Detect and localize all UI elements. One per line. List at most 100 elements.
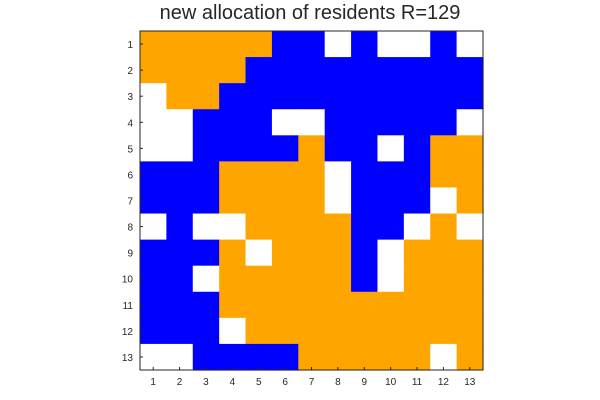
heatmap-cell-r8-c13 xyxy=(456,213,484,241)
heatmap-cell-r7-c1 xyxy=(140,187,167,215)
heatmap-cell-r13-c5 xyxy=(245,343,273,371)
heatmap-cell-r7-c11 xyxy=(403,187,431,215)
heatmap-cell-r6-c12 xyxy=(430,161,458,189)
heatmap-cell-r10-c10 xyxy=(377,265,405,293)
heatmap-cell-r5-c13 xyxy=(456,135,484,162)
heatmap-cell-r8-c1 xyxy=(140,213,167,241)
heatmap-cell-r12-c11 xyxy=(403,317,431,345)
heatmap-cell-r9-c5 xyxy=(245,239,273,267)
heatmap-cell-r7-c9 xyxy=(351,187,379,215)
heatmap-cell-r10-c13 xyxy=(456,265,484,293)
heatmap-cell-r9-c8 xyxy=(324,239,352,267)
heatmap-cell-r12-c9 xyxy=(351,317,379,345)
heatmap-cell-r9-c4 xyxy=(219,239,247,267)
heatmap-cell-r3-c8 xyxy=(324,83,352,110)
heatmap-cell-r11-c6 xyxy=(271,291,299,319)
heatmap-cell-r10-c12 xyxy=(430,265,458,293)
heatmap-cell-r10-c8 xyxy=(324,265,352,293)
heatmap-cell-r6-c2 xyxy=(166,161,194,189)
heatmap-cell-r11-c5 xyxy=(245,291,273,319)
heatmap-cell-r5-c12 xyxy=(430,135,458,162)
heatmap-cell-r4-c10 xyxy=(377,109,405,136)
heatmap-cell-r10-c2 xyxy=(166,265,194,293)
heatmap-cell-r10-c4 xyxy=(219,265,247,293)
heatmap-cell-r5-c9 xyxy=(351,135,379,162)
heatmap-cell-r5-c4 xyxy=(219,135,247,162)
heatmap-cell-r5-c1 xyxy=(140,135,167,162)
y-tick-label: 13 xyxy=(122,353,134,364)
heatmap-cell-r2-c6 xyxy=(271,57,299,84)
heatmap-cell-r12-c1 xyxy=(140,317,167,345)
heatmap-cell-r13-c4 xyxy=(219,343,247,371)
heatmap-cell-r13-c7 xyxy=(298,343,326,371)
heatmap-cell-r4-c7 xyxy=(298,109,326,136)
heatmap-cell-r8-c11 xyxy=(403,213,431,241)
heatmap-cell-r10-c1 xyxy=(140,265,167,293)
heatmap-cell-r3-c3 xyxy=(192,83,220,110)
heatmap-cell-r2-c3 xyxy=(192,57,220,84)
x-tick-label: 10 xyxy=(385,377,397,388)
heatmap-cell-r6-c3 xyxy=(192,161,220,189)
heatmap-cell-r13-c12 xyxy=(430,343,458,371)
x-tick-label: 4 xyxy=(230,377,236,388)
x-tick-label: 2 xyxy=(177,377,183,388)
heatmap-cell-r5-c7 xyxy=(298,135,326,162)
heatmap-cell-r4-c1 xyxy=(140,109,167,136)
heatmap-cell-r10-c5 xyxy=(245,265,273,293)
heatmap-cell-r13-c10 xyxy=(377,343,405,371)
heatmap-cell-r10-c6 xyxy=(271,265,299,293)
heatmap-cell-r11-c4 xyxy=(219,291,247,319)
heatmap-cell-r4-c2 xyxy=(166,109,194,136)
heatmap-cell-r8-c2 xyxy=(166,213,194,241)
heatmap-cell-r9-c7 xyxy=(298,239,326,267)
heatmap-cell-r12-c6 xyxy=(271,317,299,345)
heatmap-cell-r12-c12 xyxy=(430,317,458,345)
heatmap-cell-r6-c5 xyxy=(245,161,273,189)
heatmap-cell-r3-c11 xyxy=(403,83,431,110)
heatmap-cell-r5-c8 xyxy=(324,135,352,162)
heatmap-cell-r2-c12 xyxy=(430,57,458,84)
heatmap-cell-r11-c1 xyxy=(140,291,167,319)
heatmap-cell-r12-c13 xyxy=(456,317,484,345)
heatmap-cell-r9-c9 xyxy=(351,239,379,267)
heatmap-cell-r3-c2 xyxy=(166,83,194,110)
heatmap-cell-r7-c7 xyxy=(298,187,326,215)
y-tick-label: 2 xyxy=(127,66,133,77)
heatmap-cell-r13-c1 xyxy=(140,343,167,371)
heatmap-cell-r11-c3 xyxy=(192,291,220,319)
heatmap-cell-r11-c9 xyxy=(351,291,379,319)
heatmap-cell-r1-c1 xyxy=(140,31,167,58)
heatmap-cell-r8-c9 xyxy=(351,213,379,241)
heatmap-cell-r5-c3 xyxy=(192,135,220,162)
heatmap-cell-r2-c9 xyxy=(351,57,379,84)
heatmap-cell-r8-c3 xyxy=(192,213,220,241)
heatmap-cell-r6-c1 xyxy=(140,161,167,189)
heatmap-cell-r12-c5 xyxy=(245,317,273,345)
heatmap-cell-r7-c13 xyxy=(456,187,484,215)
heatmap-cell-r7-c8 xyxy=(324,187,352,215)
heatmap-cell-r2-c7 xyxy=(298,57,326,84)
heatmap-cell-r13-c8 xyxy=(324,343,352,371)
heatmap-cell-r6-c13 xyxy=(456,161,484,189)
heatmap-cell-r11-c11 xyxy=(403,291,431,319)
x-axis: 1 2 3 4 5 6 7 8 9 10 11 12 13 xyxy=(150,367,476,388)
heatmap-cell-r3-c9 xyxy=(351,83,379,110)
x-tick-label: 9 xyxy=(361,377,367,388)
heatmap-cell-r13-c11 xyxy=(403,343,431,371)
heatmap-cell-r11-c2 xyxy=(166,291,194,319)
heatmap-cell-r3-c10 xyxy=(377,83,405,110)
heatmap-cell-r12-c2 xyxy=(166,317,194,345)
heatmap-cell-r10-c7 xyxy=(298,265,326,293)
heatmap-cell-r3-c13 xyxy=(456,83,484,110)
heatmap-cell-r7-c12 xyxy=(430,187,458,215)
heatmap-cell-r9-c2 xyxy=(166,239,194,267)
heatmap-cell-r13-c9 xyxy=(351,343,379,371)
heatmap-cell-r3-c4 xyxy=(219,83,247,110)
heatmap-cell-r8-c8 xyxy=(324,213,352,241)
heatmap-cell-r11-c13 xyxy=(456,291,484,319)
heatmap-cell-r4-c8 xyxy=(324,109,352,136)
heatmap-cell-r10-c9 xyxy=(351,265,379,293)
heatmap-cell-r3-c1 xyxy=(140,83,167,110)
